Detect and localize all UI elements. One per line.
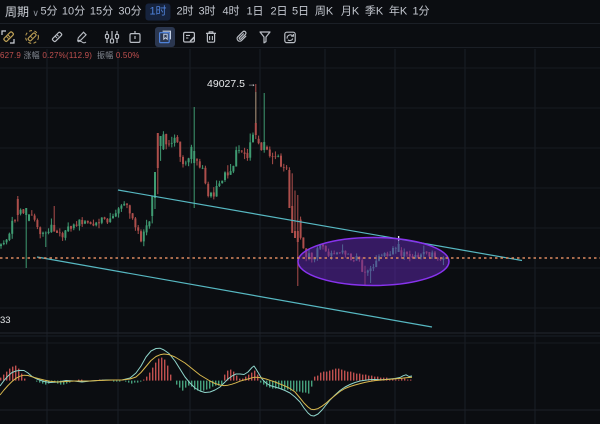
svg-text:49027.5: 49027.5 bbox=[207, 78, 245, 90]
svg-text:33: 33 bbox=[0, 315, 11, 326]
svg-text:→: → bbox=[247, 79, 256, 89]
